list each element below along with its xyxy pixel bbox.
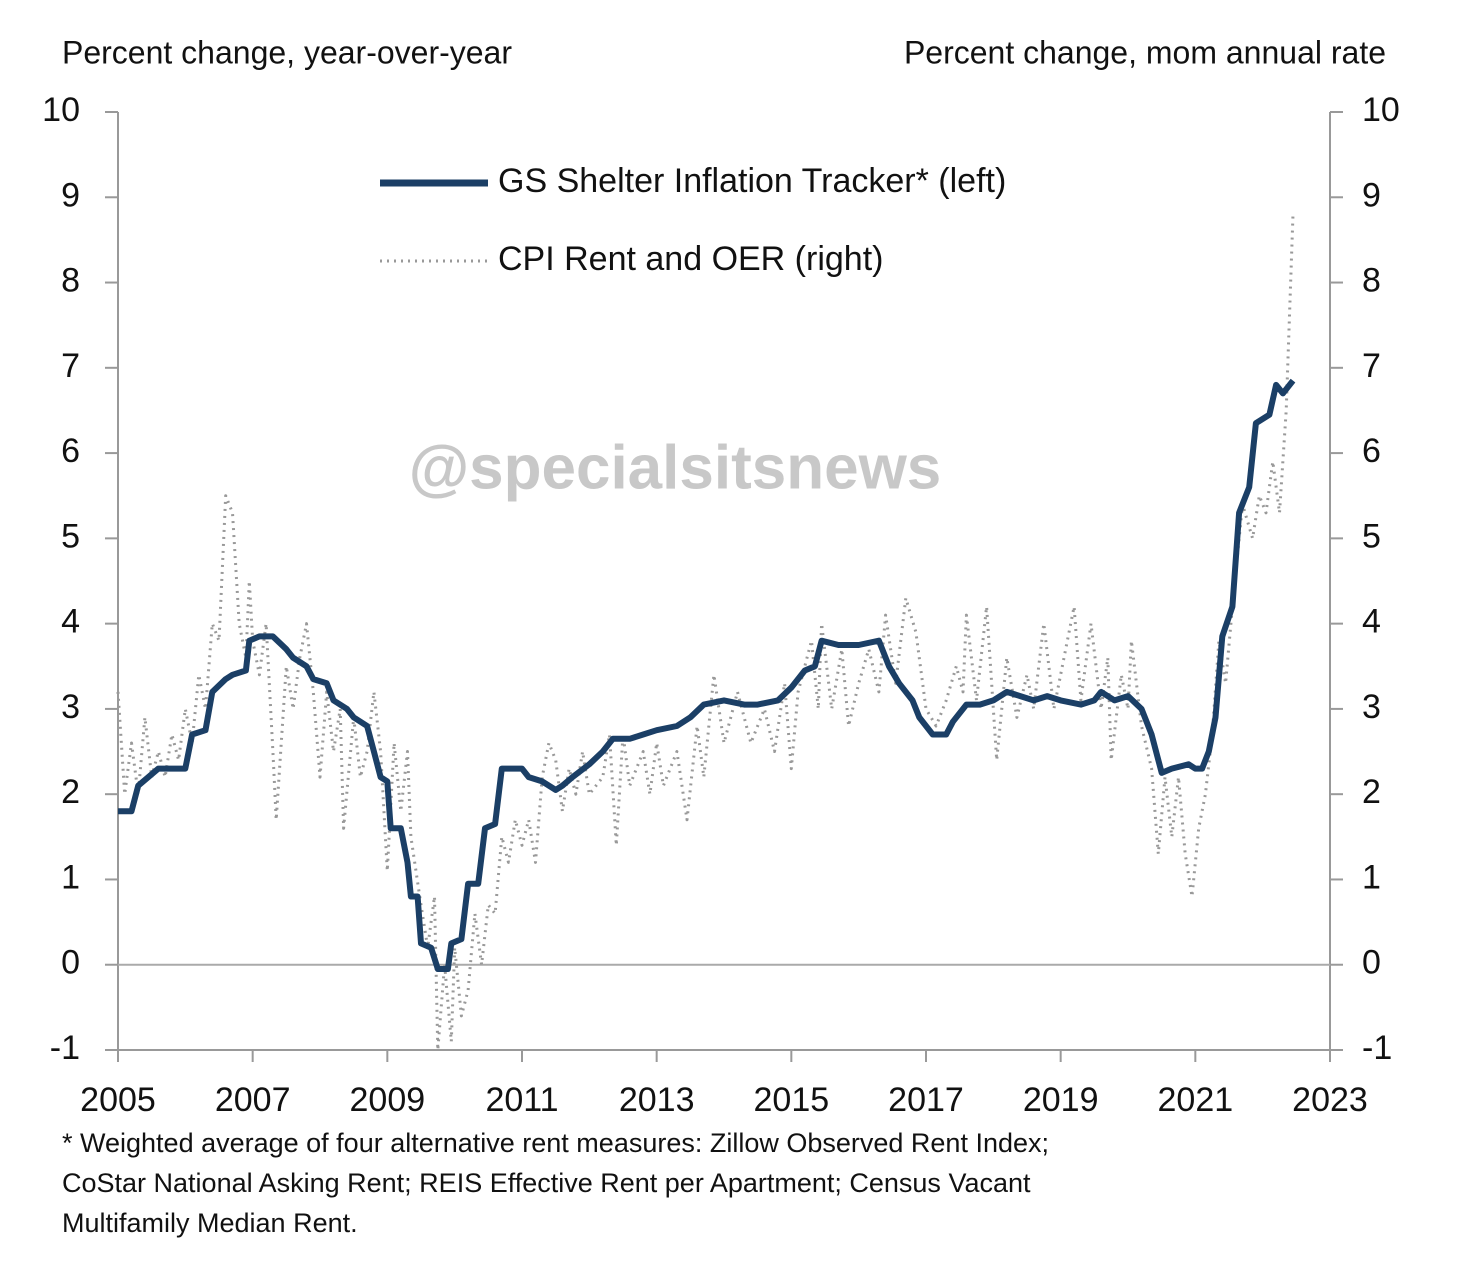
x-tick-label: 2015 [754,1081,830,1119]
x-tick-label: 2011 [485,1081,558,1119]
footnote: Multifamily Median Rent. [62,1208,358,1238]
x-tick-label: 2023 [1292,1081,1368,1119]
x-tick-label: 2005 [80,1081,156,1119]
y-tick-label: 3 [61,688,80,726]
y2-axis-label: Percent change, mom annual rate [904,34,1386,70]
y2-tick-label: 3 [1362,688,1381,726]
y2-tick-label: -1 [1362,1029,1392,1067]
x-tick-label: 2017 [888,1081,964,1119]
y-tick-label: 2 [61,773,80,811]
y2-tick-label: 7 [1362,347,1381,385]
x-tick-label: 2013 [619,1081,695,1119]
y2-tick-label: 6 [1362,432,1381,470]
x-tick-label: 2019 [1023,1081,1099,1119]
y2-tick-label: 1 [1362,858,1381,896]
y2-tick-label: 2 [1362,773,1381,811]
data-line [116,214,1295,1052]
y-tick-label: -1 [50,1029,80,1067]
y-tick-label: 8 [61,262,80,300]
footnote: CoStar National Asking Rent; REIS Effect… [62,1168,1031,1198]
data-line [118,378,1296,972]
y2-tick-label: 9 [1362,176,1381,214]
watermark: @specialsitsnews [409,433,942,502]
y2-tick-label: 10 [1362,91,1400,129]
legend-label: CPI Rent and OER (right) [498,240,883,278]
y-tick-label: 10 [42,91,80,129]
y-tick-label: 9 [61,176,80,214]
x-tick-label: 2007 [215,1081,291,1119]
x-tick-label: 2021 [1158,1081,1234,1119]
y-tick-label: 0 [61,944,80,982]
footnote: * Weighted average of four alternative r… [62,1128,1049,1158]
legend-label: GS Shelter Inflation Tracker* (left) [498,162,1006,200]
y2-tick-label: 8 [1362,262,1381,300]
y-tick-label: 7 [61,347,80,385]
y-axis-label: Percent change, year-over-year [62,34,512,70]
y2-tick-label: 0 [1362,944,1381,982]
y-tick-label: 5 [61,517,80,555]
y2-tick-label: 4 [1362,603,1381,641]
y2-tick-label: 5 [1362,517,1381,555]
y-tick-label: 6 [61,432,80,470]
y-tick-label: 4 [61,603,80,641]
x-tick-label: 2009 [350,1081,426,1119]
y-tick-label: 1 [61,858,80,896]
